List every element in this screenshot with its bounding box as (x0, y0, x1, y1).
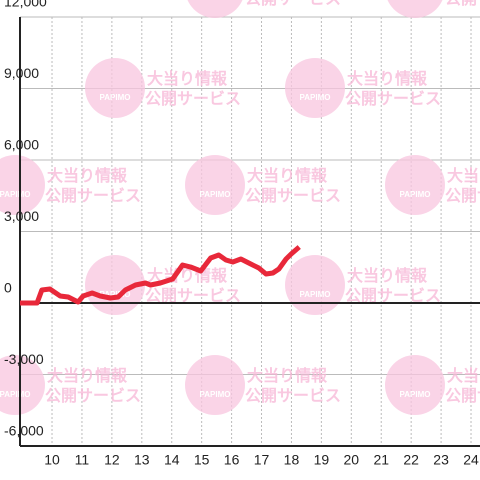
watermark-text: 大当り情報 (447, 366, 480, 385)
y-tick-label: 9,000 (4, 65, 39, 81)
watermark-text: 公開サービス (245, 187, 341, 205)
watermark-text: PAPIMO (400, 390, 431, 399)
watermark-text: PAPIMO (300, 290, 331, 299)
watermark-logo (187, 0, 243, 18)
watermark-text: PAPIMO (300, 93, 331, 102)
x-tick-label: 22 (403, 452, 419, 468)
y-tick-label: 6,000 (4, 137, 39, 153)
watermark-logo (185, 155, 245, 215)
x-tick-label: 10 (44, 452, 60, 468)
watermark-text: 大当り情報 (347, 69, 428, 88)
x-tick-label: 17 (254, 452, 270, 468)
x-tick-label: 23 (433, 452, 449, 468)
x-tick-label: 14 (164, 452, 180, 468)
watermark-text: PAPIMO (0, 190, 30, 199)
x-tick-label: 13 (134, 452, 150, 468)
watermark-logo (387, 0, 443, 18)
y-tick-label: -6,000 (4, 423, 44, 439)
watermark-text: 公開サービス (445, 187, 480, 205)
watermark-logo (385, 155, 445, 215)
watermark-logo (0, 355, 45, 415)
watermark-text: PAPIMO (200, 190, 231, 199)
watermark-text: PAPIMO (200, 0, 231, 2)
watermark-text: 大当り情報 (147, 69, 228, 88)
watermark-logo (0, 155, 45, 215)
x-tick-label: 24 (463, 452, 479, 468)
watermark-text: 公開サービス (245, 387, 341, 405)
watermark-text: 大当り情報 (247, 366, 328, 385)
watermark-text: 公開サービス (145, 287, 241, 305)
watermark-text: PAPIMO (400, 190, 431, 199)
watermark-text: 公開サービス (445, 0, 480, 8)
watermark-text: 大当り情報 (247, 166, 328, 185)
x-tick-label: 15 (194, 452, 210, 468)
x-tick-label: 16 (224, 452, 240, 468)
x-tick-label: 21 (373, 452, 389, 468)
watermark-logo (285, 58, 345, 118)
watermark-logo (85, 255, 145, 315)
data-line (20, 245, 301, 306)
x-tick-label: 19 (314, 452, 330, 468)
watermark-text: 公開サービス (445, 387, 480, 405)
y-tick-label: 12,000 (4, 0, 47, 10)
watermark-logo (385, 355, 445, 415)
watermark-text: 公開サービス (145, 90, 241, 108)
watermark-text: 公開サービス (45, 187, 141, 205)
watermark-logo (85, 58, 145, 118)
x-tick-label: 11 (75, 452, 90, 468)
x-tick-label: 12 (104, 452, 120, 468)
watermark-text: 公開サービス (45, 387, 141, 405)
watermark-text: 大当り情報 (347, 266, 428, 285)
y-tick-label: 3,000 (4, 208, 39, 224)
x-tick-label: 18 (284, 452, 300, 468)
watermark-text: PAPIMO (0, 390, 30, 399)
y-tick-label: 0 (4, 280, 12, 296)
watermark-text: 大当り情報 (47, 166, 128, 185)
watermark-text: PAPIMO (100, 93, 131, 102)
watermark-logo (185, 355, 245, 415)
watermark-text: PAPIMO (200, 390, 231, 399)
watermark-text: 公開サービス (245, 0, 341, 8)
watermark-text: 大当り情報 (447, 166, 480, 185)
watermark-text: PAPIMO (400, 0, 431, 2)
watermark-text: PAPIMO (100, 290, 131, 299)
watermark-text: 大当り情報 (47, 366, 128, 385)
x-tick-label: 20 (344, 452, 360, 468)
watermark-logo (285, 255, 345, 315)
watermark-text: 公開サービス (345, 90, 441, 108)
watermark-text: 公開サービス (345, 287, 441, 305)
y-tick-label: -3,000 (4, 351, 44, 367)
